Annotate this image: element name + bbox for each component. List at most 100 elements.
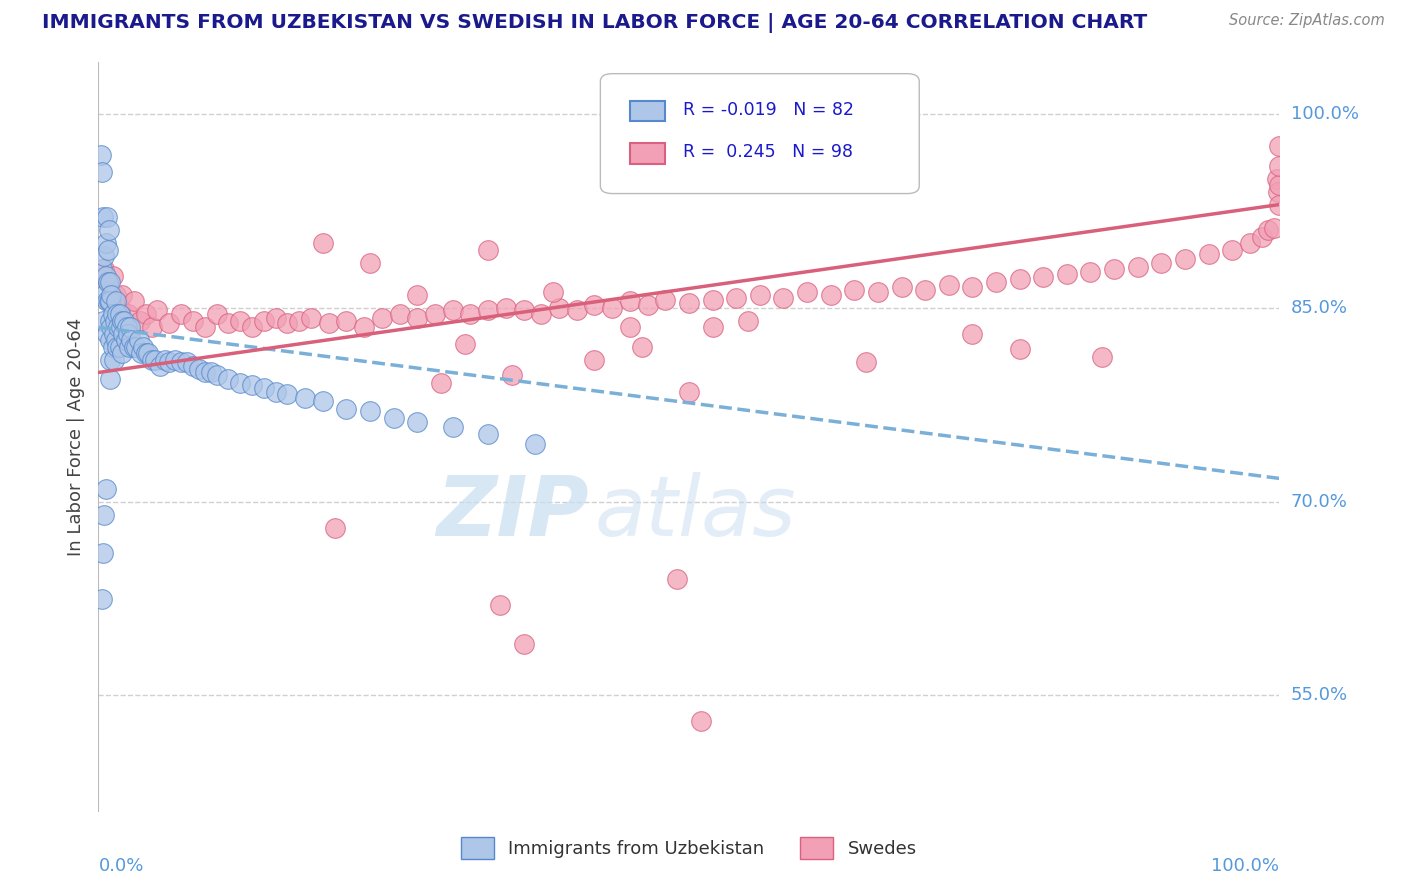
Point [772, 291, 794, 305]
Point [129, 346, 152, 360]
Point [312, 393, 335, 408]
Point [157, 317, 180, 331]
Point [530, 307, 553, 321]
Point [96, 211, 118, 225]
Point [98, 333, 121, 347]
Point [1267, 185, 1289, 199]
Point [1174, 252, 1197, 266]
Point [501, 368, 523, 382]
Point [583, 352, 606, 367]
Point [388, 307, 411, 321]
Point [93, 262, 115, 277]
Point [1257, 223, 1279, 237]
Point [1102, 262, 1125, 277]
Point [101, 268, 124, 283]
Point [125, 340, 148, 354]
Point [91, 546, 114, 560]
Point [477, 243, 499, 257]
Point [165, 352, 187, 367]
Point [276, 387, 298, 401]
Point [117, 326, 139, 341]
Point [98, 314, 121, 328]
Point [318, 317, 340, 331]
Point [548, 301, 571, 315]
Text: 55.0%: 55.0% [1291, 687, 1348, 705]
Point [121, 333, 143, 347]
Point [353, 320, 375, 334]
Point [855, 355, 877, 369]
Point [359, 404, 381, 418]
Point [97, 275, 120, 289]
Point [441, 419, 464, 434]
Point [600, 301, 623, 315]
Point [423, 307, 446, 321]
Point [103, 352, 125, 367]
Point [107, 320, 129, 334]
Point [141, 320, 163, 334]
Point [406, 311, 429, 326]
Point [136, 346, 159, 360]
Point [1268, 178, 1291, 193]
Point [1056, 268, 1078, 282]
Point [98, 275, 121, 289]
Point [240, 320, 263, 334]
Point [98, 352, 121, 367]
Point [105, 333, 128, 347]
Point [98, 294, 121, 309]
Point [132, 340, 155, 354]
Point [91, 211, 114, 225]
Point [91, 314, 114, 328]
Point [91, 262, 114, 277]
Point [94, 482, 117, 496]
Point [170, 307, 193, 321]
Point [108, 340, 131, 354]
Point [101, 307, 124, 321]
Point [406, 288, 429, 302]
Text: IMMIGRANTS FROM UZBEKISTAN VS SWEDISH IN LABOR FORCE | AGE 20-64 CORRELATION CHA: IMMIGRANTS FROM UZBEKISTAN VS SWEDISH IN… [42, 13, 1147, 33]
Point [890, 280, 912, 294]
Point [205, 368, 228, 382]
Text: 100.0%: 100.0% [1291, 105, 1358, 123]
Point [914, 283, 936, 297]
Point [844, 283, 866, 297]
Point [335, 401, 357, 416]
Point [495, 301, 517, 315]
FancyBboxPatch shape [630, 144, 665, 163]
Point [678, 295, 700, 310]
Point [938, 277, 960, 292]
Point [619, 320, 641, 334]
Y-axis label: In Labor Force | Age 20-64: In Labor Force | Age 20-64 [66, 318, 84, 557]
Point [98, 294, 121, 309]
Point [101, 340, 124, 354]
Point [371, 311, 394, 326]
Point [253, 381, 276, 395]
Point [217, 317, 239, 331]
Point [120, 320, 142, 334]
Point [583, 298, 606, 312]
Point [288, 314, 311, 328]
Point [94, 268, 117, 283]
Point [205, 307, 228, 321]
Point [1080, 265, 1102, 279]
Point [489, 598, 512, 612]
Point [93, 288, 115, 302]
Point [111, 288, 134, 302]
Text: 70.0%: 70.0% [1291, 492, 1347, 511]
Text: 100.0%: 100.0% [1212, 856, 1279, 875]
Point [176, 355, 198, 369]
Point [524, 436, 547, 450]
Text: atlas: atlas [595, 472, 796, 552]
Point [866, 285, 889, 300]
Point [91, 591, 114, 606]
Point [104, 314, 127, 328]
Point [1265, 171, 1288, 186]
Point [111, 346, 134, 360]
Point [359, 255, 381, 269]
Point [702, 293, 724, 307]
Point [105, 288, 128, 302]
Point [122, 294, 145, 309]
Point [91, 165, 114, 179]
Point [1008, 343, 1031, 357]
Point [1008, 272, 1031, 286]
Point [264, 311, 287, 326]
